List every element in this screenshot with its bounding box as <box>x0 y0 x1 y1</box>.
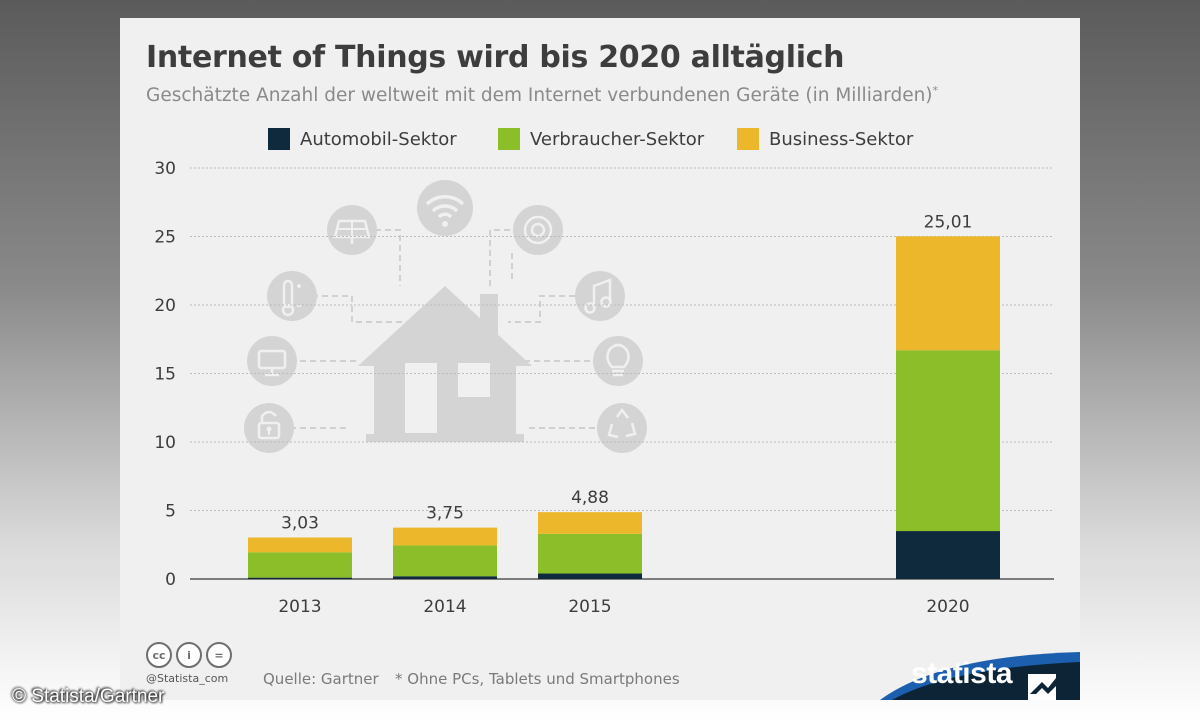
y-tick-label: 5 <box>165 502 176 522</box>
stacked-bar-chart: 0 5 10 15 20 25 30 2013 2014 2015 2020 3,03 3,75 4,… <box>154 159 1054 617</box>
subtitle-footnote-mark: * <box>932 84 939 97</box>
x-tick-label: 2020 <box>926 597 969 617</box>
bar-total-label: 3,03 <box>281 513 319 533</box>
y-tick-label: 0 <box>165 570 176 590</box>
legend-item-business: Business-Sektor <box>737 128 913 150</box>
bar-segment <box>248 552 352 578</box>
legend-item-verbraucher: Verbraucher-Sektor <box>498 128 704 150</box>
bar-segment <box>896 236 1000 351</box>
nd-icon: = <box>206 642 232 668</box>
smart-home-illustration <box>244 180 647 453</box>
bar-segment <box>393 576 497 579</box>
bar-segment <box>896 350 1000 532</box>
bar-segment <box>393 545 497 577</box>
cc-license-icons: cc i = <box>146 642 232 668</box>
subtitle-text: Geschätzte Anzahl der weltweit mit dem I… <box>146 85 933 107</box>
by-icon: i <box>176 642 202 668</box>
x-axis-tick-labels: 2013 2014 2015 2020 <box>278 597 969 617</box>
statista-logo-icon <box>1028 674 1056 700</box>
statista-handle[interactable]: @Statista_com <box>146 672 229 685</box>
bar-total-label: 3,75 <box>426 504 464 524</box>
wifi-icon <box>417 180 473 236</box>
bar-segment <box>538 533 642 574</box>
legend-label-business: Business-Sektor <box>769 128 914 150</box>
legend-swatch-business <box>737 128 759 150</box>
x-tick-label: 2015 <box>568 597 611 617</box>
bar-segment <box>248 537 352 553</box>
legend-item-automobil: Automobil-Sektor <box>268 128 457 150</box>
footnote-text: * Ohne PCs, Tablets und Smartphones <box>395 670 680 688</box>
monitor-icon <box>247 336 297 386</box>
y-tick-label: 15 <box>154 365 176 385</box>
y-tick-label: 10 <box>154 433 176 453</box>
music-note-icon <box>575 271 625 321</box>
legend-label-verbraucher: Verbraucher-Sektor <box>530 128 705 150</box>
legend: Automobil-Sektor Verbraucher-Sektor Busi… <box>120 128 1080 158</box>
house-icon <box>358 286 532 442</box>
y-axis-tick-labels: 0 5 10 15 20 25 30 <box>154 159 176 590</box>
y-tick-label: 25 <box>154 228 176 248</box>
legend-swatch-automobil <box>268 128 290 150</box>
thermostat-icon <box>267 271 317 321</box>
brand-wave-shape <box>880 652 1080 700</box>
legend-swatch-verbraucher <box>498 128 520 150</box>
bar-total-label: 4,88 <box>571 488 609 508</box>
source-text: Quelle: Gartner <box>263 670 379 688</box>
legend-label-automobil: Automobil-Sektor <box>300 128 457 150</box>
chart-title: Internet of Things wird bis 2020 alltägl… <box>146 40 845 75</box>
bar-total-labels: 3,03 3,75 4,88 25,01 <box>281 212 972 533</box>
bar-segment <box>248 577 352 579</box>
y-tick-label: 30 <box>154 159 176 179</box>
smoke-detector-icon <box>513 205 563 255</box>
y-tick-label: 20 <box>154 296 176 316</box>
bars <box>248 236 1000 579</box>
statista-brand[interactable]: statista <box>880 638 1080 700</box>
light-bulb-icon <box>593 336 643 386</box>
license-area: cc i = @Statista_com <box>146 642 232 685</box>
x-tick-label: 2013 <box>278 597 321 617</box>
cc-icon: cc <box>146 642 172 668</box>
bar-segment <box>896 531 1000 579</box>
bar-total-label: 25,01 <box>924 212 973 232</box>
bar-segment <box>538 512 642 534</box>
copyright-watermark: © Statista/Gartner <box>12 686 165 707</box>
statista-logo-text: statista <box>910 657 1013 690</box>
solar-panel-icon <box>327 205 377 255</box>
bar-segment <box>393 527 497 546</box>
x-tick-label: 2014 <box>423 597 466 617</box>
recycle-icon <box>597 403 647 453</box>
chart-subtitle: Geschätzte Anzahl der weltweit mit dem I… <box>146 84 938 106</box>
padlock-icon <box>244 403 294 453</box>
bar-segment <box>538 573 642 579</box>
chart-card: Internet of Things wird bis 2020 alltägl… <box>120 18 1080 700</box>
